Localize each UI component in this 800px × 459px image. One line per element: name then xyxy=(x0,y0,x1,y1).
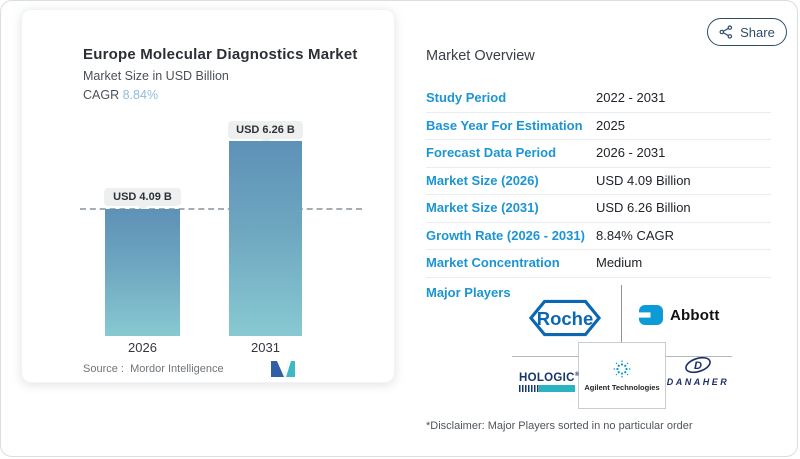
row-label: Market Size (2031) xyxy=(426,200,539,215)
agilent-logo: Agilent Technologies xyxy=(578,342,666,409)
cagr-value: 8.84% xyxy=(122,88,159,102)
row-label: Study Period xyxy=(426,90,507,105)
source-name: Mordor Intelligence xyxy=(130,363,224,375)
hologic-logo: HOLOGIC® xyxy=(519,372,579,392)
disclaimer-text: *Disclaimer: Major Players sorted in no … xyxy=(426,420,693,432)
chart-cagr: CAGR 8.84% xyxy=(83,88,158,102)
chart-card: Europe Molecular Diagnostics Market Mark… xyxy=(21,9,395,383)
table-row: Study Period 2022 - 2031 xyxy=(426,85,771,113)
table-row: Market Size (2031) USD 6.26 Billion xyxy=(426,195,771,223)
hologic-logo-text: HOLOGIC® xyxy=(519,372,580,384)
bar-value-label-2026: USD 4.09 B xyxy=(104,188,181,211)
row-label: Market Concentration xyxy=(426,255,560,270)
svg-text:D: D xyxy=(694,360,702,372)
x-axis-label-2026: 2026 xyxy=(128,340,157,355)
source-label: Source : xyxy=(83,363,124,375)
roche-logo-text: Roche xyxy=(537,308,594,329)
danaher-logo: D DANAHER xyxy=(665,355,731,387)
row-label: Growth Rate (2026 - 2031) xyxy=(426,227,585,243)
cagr-label: CAGR xyxy=(83,88,120,102)
share-button-label: Share xyxy=(740,24,775,40)
danaher-logo-text: DANAHER xyxy=(666,377,730,387)
row-value: USD 6.26 Billion xyxy=(596,200,691,215)
mordor-intelligence-logo xyxy=(271,361,295,377)
row-value: USD 4.09 Billion xyxy=(596,172,691,188)
row-label: Base Year For Estimation xyxy=(426,117,583,133)
table-row: Base Year For Estimation 2025 xyxy=(426,113,771,140)
table-row: Market Concentration Medium xyxy=(426,250,771,278)
agilent-logo-text: Agilent Technologies xyxy=(584,383,660,392)
players-vertical-divider xyxy=(621,285,622,342)
hologic-barcode-icon xyxy=(519,385,579,392)
overview-heading: Market Overview xyxy=(426,48,535,64)
abbott-logo: Abbott xyxy=(637,304,720,326)
chart-subtitle: Market Size in USD Billion xyxy=(83,69,229,83)
roche-logo: Roche xyxy=(528,299,602,337)
table-row: Market Size (2026) USD 4.09 Billion xyxy=(426,168,771,195)
bar-2026 xyxy=(105,209,180,336)
source-line: Source : Mordor Intelligence xyxy=(83,363,224,375)
registered-mark: ® xyxy=(574,372,580,379)
agilent-spark-icon xyxy=(613,360,631,378)
share-icon xyxy=(719,25,733,39)
reference-dashed-line xyxy=(80,208,362,210)
bar-2031 xyxy=(229,141,302,336)
row-value: 8.84% CAGR xyxy=(596,227,675,243)
abbott-logo-text: Abbott xyxy=(670,306,720,324)
row-value: Medium xyxy=(596,255,643,270)
x-axis-label-2031: 2031 xyxy=(251,340,280,355)
row-value: 2025 xyxy=(596,117,625,133)
row-label: Forecast Data Period xyxy=(426,145,557,160)
row-value: 2026 - 2031 xyxy=(596,145,666,160)
major-players-label: Major Players xyxy=(426,285,511,300)
abbott-icon xyxy=(637,305,663,325)
overview-table: Study Period 2022 - 2031 Base Year For E… xyxy=(426,85,771,278)
bar-value-label-2031: USD 6.26 B xyxy=(228,121,303,144)
chart-title: Europe Molecular Diagnostics Market xyxy=(83,46,358,63)
table-row: Forecast Data Period 2026 - 2031 xyxy=(426,140,771,168)
row-value: 2022 - 2031 xyxy=(596,90,666,105)
share-button[interactable]: Share xyxy=(707,18,787,46)
row-label: Market Size (2026) xyxy=(426,172,539,188)
danaher-d-icon: D xyxy=(685,356,711,374)
table-row: Growth Rate (2026 - 2031) 8.84% CAGR xyxy=(426,223,771,250)
